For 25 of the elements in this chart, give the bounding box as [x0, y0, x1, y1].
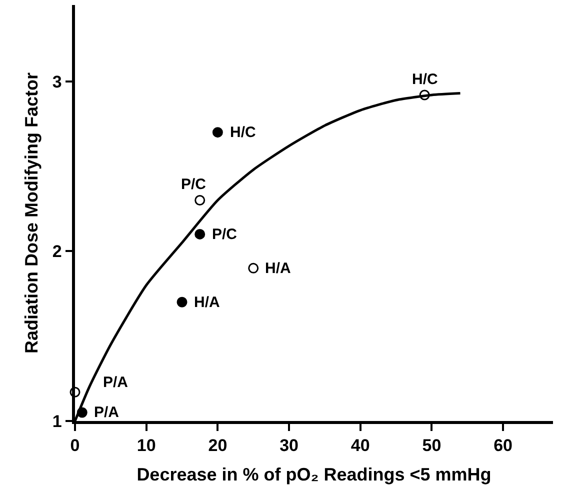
- annotation: P/C: [181, 176, 206, 193]
- x-tick-label: 40: [350, 436, 370, 456]
- y-tick-label: 3: [52, 72, 62, 92]
- point: [248, 262, 259, 274]
- x-axis-title: Decrease in % of pO₂ Readings <5 mmHg: [136, 464, 492, 484]
- x-tick-label: 50: [422, 436, 442, 456]
- annotation: H/A: [265, 260, 291, 277]
- x-tick-label: 30: [280, 436, 298, 456]
- x-tick-label: 10: [136, 436, 156, 456]
- point: [194, 195, 206, 206]
- annotation: P/C: [212, 226, 238, 243]
- x-tick-label: 0: [70, 436, 80, 456]
- point: [194, 228, 206, 240]
- x-tick-label: 20: [208, 436, 228, 456]
- annotation: P/A: [103, 374, 128, 391]
- annotation: H/C: [230, 124, 256, 141]
- annotation: P/A: [94, 404, 120, 421]
- x-tick-label: 60: [494, 436, 513, 456]
- point: [212, 127, 223, 138]
- y-axis-title: Radiation Dose Modifying Factor: [22, 72, 42, 354]
- y-tick-label: 1: [52, 412, 62, 431]
- annotation: H/C: [412, 71, 438, 88]
- y-tick-label: 2: [52, 242, 62, 262]
- annotation: H/A: [194, 294, 220, 311]
- point: [176, 296, 188, 308]
